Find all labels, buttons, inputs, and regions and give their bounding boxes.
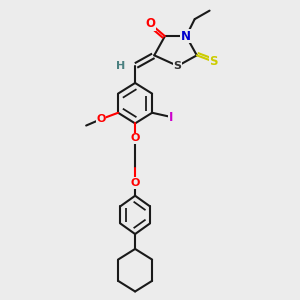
Text: O: O xyxy=(145,17,155,30)
Text: O: O xyxy=(130,178,140,188)
Text: O: O xyxy=(96,114,106,124)
Text: O: O xyxy=(130,133,140,143)
Text: S: S xyxy=(174,61,182,71)
Text: N: N xyxy=(181,30,191,43)
Text: S: S xyxy=(210,55,218,68)
Text: H: H xyxy=(116,61,125,71)
Text: I: I xyxy=(169,110,173,124)
